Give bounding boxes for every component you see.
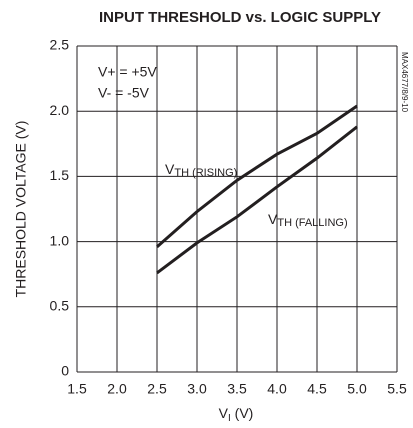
condition: V- = -5V	[98, 85, 150, 101]
y-tick-label: 2.0	[50, 102, 70, 118]
chart-title: INPUT THRESHOLD vs. LOGIC SUPPLY	[99, 9, 381, 26]
series-line	[156, 125, 358, 275]
x-tick-label: 4.5	[307, 381, 327, 397]
x-tick-label: 2.0	[107, 381, 127, 397]
x-label-unit: (V)	[231, 405, 254, 421]
x-label-main: V	[219, 405, 229, 421]
series-line	[156, 104, 358, 248]
y-tick-label: 1.5	[50, 167, 70, 183]
x-tick-label: 1.5	[67, 381, 87, 397]
series-label-main: V	[165, 161, 175, 177]
x-tick-label: 5.0	[347, 381, 367, 397]
y-axis-label: THRESHOLD VOLTAGE (V)	[13, 121, 29, 298]
x-tick-label: 3.0	[187, 381, 207, 397]
series-label-main: V	[268, 211, 278, 227]
y-tick-label: 1.0	[50, 232, 70, 248]
y-tick-label: 2.5	[50, 37, 70, 53]
x-tick-label: 2.5	[147, 381, 167, 397]
x-tick-label: 5.5	[387, 381, 407, 397]
side-note: MAX4677/8/9-10	[400, 52, 409, 113]
x-axis-label: VI (V)	[219, 405, 254, 424]
x-tick-label: 3.5	[227, 381, 247, 397]
x-label-sub: I	[228, 413, 231, 424]
y-tick-label: 0	[61, 363, 69, 379]
series-label: VTH (FALLING)	[268, 211, 348, 229]
series-label-sub: TH (FALLING)	[277, 217, 347, 229]
y-tick-label: 0.5	[50, 298, 70, 314]
condition: V+ = +5V	[98, 64, 157, 80]
x-tick-label: 4.0	[267, 381, 287, 397]
series-label: VTH (RISING)	[165, 161, 237, 179]
series-label-sub: TH (RISING)	[174, 167, 237, 179]
